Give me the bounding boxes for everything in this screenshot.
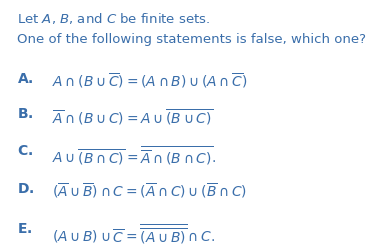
Text: $\mathbf{E.}$: $\mathbf{E.}$ bbox=[17, 222, 33, 236]
Text: $\overline{A} \cap (B \cup C) = A \cup \overline{(B \cup C)}$: $\overline{A} \cap (B \cup C) = A \cup \… bbox=[52, 107, 213, 128]
Text: $\mathbf{D.}$: $\mathbf{D.}$ bbox=[17, 182, 35, 196]
Text: $\mathbf{A.}$: $\mathbf{A.}$ bbox=[17, 72, 34, 86]
Text: $\mathbf{C.}$: $\mathbf{C.}$ bbox=[17, 144, 33, 159]
Text: $A \cap (B \cup \overline{C}) = (A \cap B) \cup (A \cap \overline{C})$: $A \cap (B \cup \overline{C}) = (A \cap … bbox=[52, 72, 248, 90]
Text: Let $A$, $B$, and $C$ be finite sets.: Let $A$, $B$, and $C$ be finite sets. bbox=[17, 11, 210, 26]
Text: One of the following statements is false, which one?: One of the following statements is false… bbox=[17, 33, 366, 46]
Text: $(\overline{A} \cup \overline{B}) \cap C = (\overline{A} \cap C) \cup (\overline: $(\overline{A} \cup \overline{B}) \cap C… bbox=[52, 182, 247, 200]
Text: $(A \cup B) \cup \overline{C} = \overline{\overline{(A \cup B)}} \cap C.$: $(A \cup B) \cup \overline{C} = \overlin… bbox=[52, 222, 215, 247]
Text: $\mathbf{B.}$: $\mathbf{B.}$ bbox=[17, 107, 34, 122]
Text: $A \cup \overline{(B \cap C)} = \overline{\overline{A} \cap (B \cap C)}.$: $A \cup \overline{(B \cap C)} = \overlin… bbox=[52, 144, 216, 167]
